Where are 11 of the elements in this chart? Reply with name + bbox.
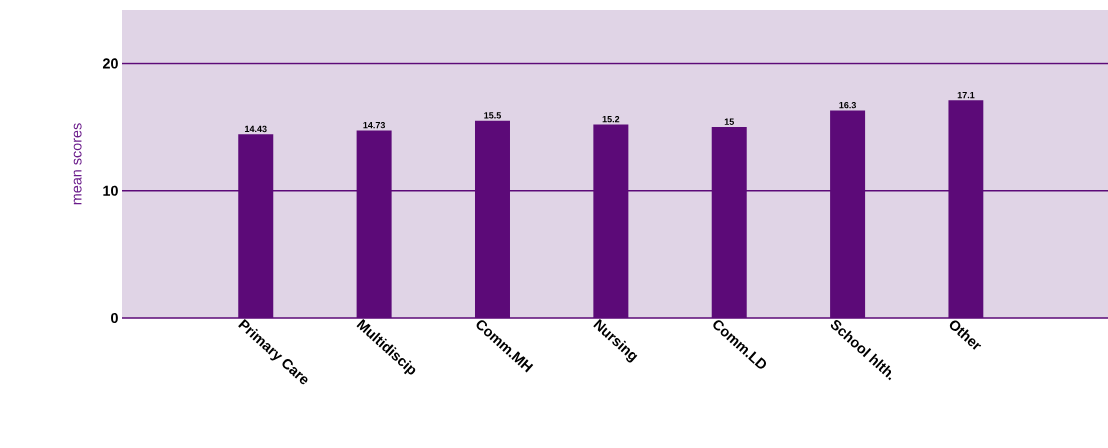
data-label: 15.2 (602, 115, 620, 123)
data-label: 14.43 (245, 125, 267, 133)
data-label: 15 (724, 118, 734, 125)
data-label: 14.73 (363, 121, 386, 129)
y-tick-label: 20 (102, 58, 118, 69)
data-label: 17.1 (957, 91, 975, 99)
data-label: 15.5 (484, 112, 501, 119)
y-axis-title: mean scores (73, 123, 82, 205)
y-tick-label: 0 (111, 312, 118, 324)
data-label: 16.3 (839, 101, 857, 109)
y-tick-label: 10 (103, 185, 118, 196)
